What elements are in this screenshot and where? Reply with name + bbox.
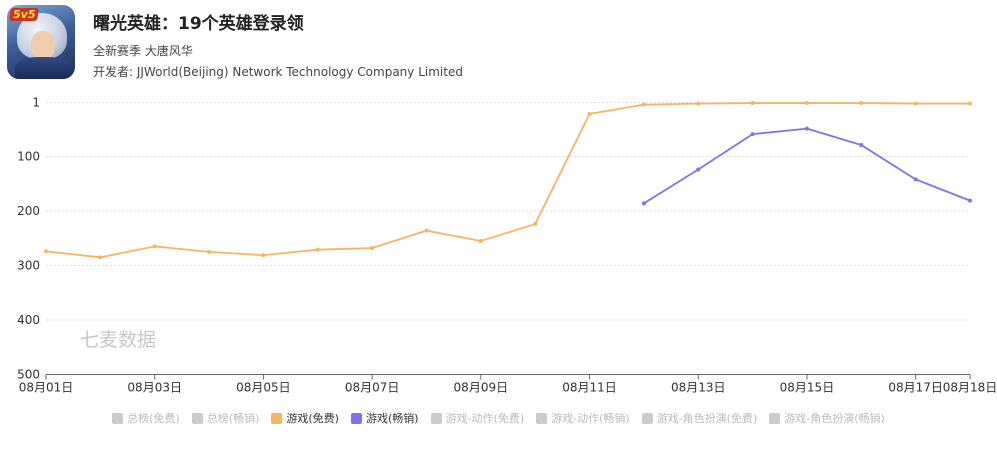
x-tick-label: 08月11日: [562, 381, 617, 395]
y-tick-label: 300: [17, 258, 40, 272]
data-point[interactable]: [913, 101, 918, 106]
legend-label: 游戏-角色扮演(免费): [656, 412, 758, 425]
ranking-line-chart: 1 100 200 300 400 500 七麦数据 08月01日 08月03日 08月05日…: [17, 96, 997, 395]
x-tick-label: 08月15日: [780, 381, 835, 395]
app-subtitle: 全新赛季 大唐风华: [93, 44, 193, 58]
legend-swatch: [536, 412, 548, 424]
legend-swatch: [191, 412, 203, 424]
data-point[interactable]: [44, 249, 48, 254]
watermark: 七麦数据: [80, 329, 156, 351]
x-axis-ticks: 08月01日 08月03日 08月05日 08月07日 08月09日 08月11日 08月1…: [19, 374, 997, 395]
legend-swatch: [641, 412, 653, 424]
data-point[interactable]: [98, 255, 103, 260]
data-point[interactable]: [804, 126, 809, 131]
data-point[interactable]: [696, 101, 701, 106]
app-icon: 5v5: [7, 5, 75, 79]
y-tick-label: 400: [17, 313, 40, 327]
y-axis-ticks: 1 100 200 300 400 500: [17, 96, 40, 382]
data-point[interactable]: [152, 244, 157, 249]
data-point[interactable]: [370, 246, 375, 251]
legend-item[interactable]: 总榜(免费): [112, 410, 180, 426]
legend-label: 游戏-动作(畅销): [551, 412, 630, 425]
chart-legend: 总榜(免费) 总榜(畅销) 游戏(免费) 游戏(畅销) 游戏-动作(免费) 游戏-动作(畅…: [0, 410, 997, 426]
series-line: [643, 127, 971, 205]
data-point[interactable]: [859, 143, 864, 148]
data-point[interactable]: [750, 132, 755, 137]
data-point[interactable]: [804, 101, 809, 106]
data-point[interactable]: [261, 253, 266, 258]
legend-swatch: [271, 412, 283, 424]
x-tick-label: 08月07日: [345, 381, 400, 395]
data-point[interactable]: [859, 101, 864, 106]
hero-armor-shape: [15, 57, 71, 79]
y-tick-label: 1: [32, 96, 40, 110]
data-point[interactable]: [207, 249, 212, 254]
data-point[interactable]: [641, 201, 646, 206]
data-point[interactable]: [424, 228, 429, 233]
x-tick-label: 08月03日: [127, 381, 182, 395]
x-tick-label: 08月05日: [236, 381, 291, 395]
legend-item[interactable]: 游戏-动作(免费): [430, 410, 525, 426]
legend-label: 游戏-动作(免费): [445, 412, 525, 425]
data-point[interactable]: [750, 101, 755, 106]
legend-item[interactable]: 游戏(畅销): [350, 410, 419, 426]
data-point[interactable]: [913, 177, 918, 182]
legend-label: 游戏(免费): [286, 412, 339, 425]
series-lines: [44, 101, 972, 260]
x-tick-label: 08月17日: [888, 381, 943, 395]
legend-swatch: [112, 412, 124, 424]
legend-label: 游戏(畅销): [365, 412, 419, 425]
app-title[interactable]: 曙光英雄：19个英雄登录领: [93, 14, 304, 34]
data-point[interactable]: [968, 198, 972, 203]
app-developer: 开发者: JJWorld(Beijing) Network Technology…: [93, 65, 463, 79]
y-tick-label: 100: [17, 149, 40, 163]
legend-item[interactable]: 游戏-角色扮演(畅销): [769, 410, 885, 426]
legend-item[interactable]: 游戏-角色扮演(免费): [641, 410, 758, 426]
data-point[interactable]: [533, 222, 538, 227]
legend-label: 总榜(免费): [127, 412, 180, 425]
data-point[interactable]: [696, 167, 701, 172]
legend-label: 总榜(畅销): [206, 412, 260, 425]
legend-swatch: [430, 412, 442, 424]
data-point[interactable]: [968, 101, 972, 106]
legend-item[interactable]: 总榜(畅销): [191, 410, 260, 426]
y-tick-label: 200: [17, 204, 40, 218]
app-icon-badge: 5v5: [9, 8, 40, 21]
series-line: [45, 102, 970, 259]
x-tick-label: 08月01日: [19, 381, 74, 395]
data-point[interactable]: [641, 102, 646, 107]
grid-lines: [46, 102, 970, 321]
data-point[interactable]: [478, 238, 483, 243]
data-point[interactable]: [315, 247, 320, 252]
y-tick-label: 500: [17, 368, 40, 382]
x-tick-label: 08月13日: [671, 381, 726, 395]
data-point[interactable]: [587, 111, 592, 116]
x-tick-label: 08月18日: [943, 381, 997, 395]
legend-swatch: [769, 412, 781, 424]
hero-face-shape: [31, 31, 55, 61]
legend-label: 游戏-角色扮演(畅销): [784, 412, 885, 425]
legend-swatch: [350, 412, 362, 424]
legend-item[interactable]: 游戏-动作(畅销): [536, 410, 630, 426]
legend-item[interactable]: 游戏(免费): [271, 410, 339, 426]
x-tick-label: 08月09日: [454, 381, 509, 395]
